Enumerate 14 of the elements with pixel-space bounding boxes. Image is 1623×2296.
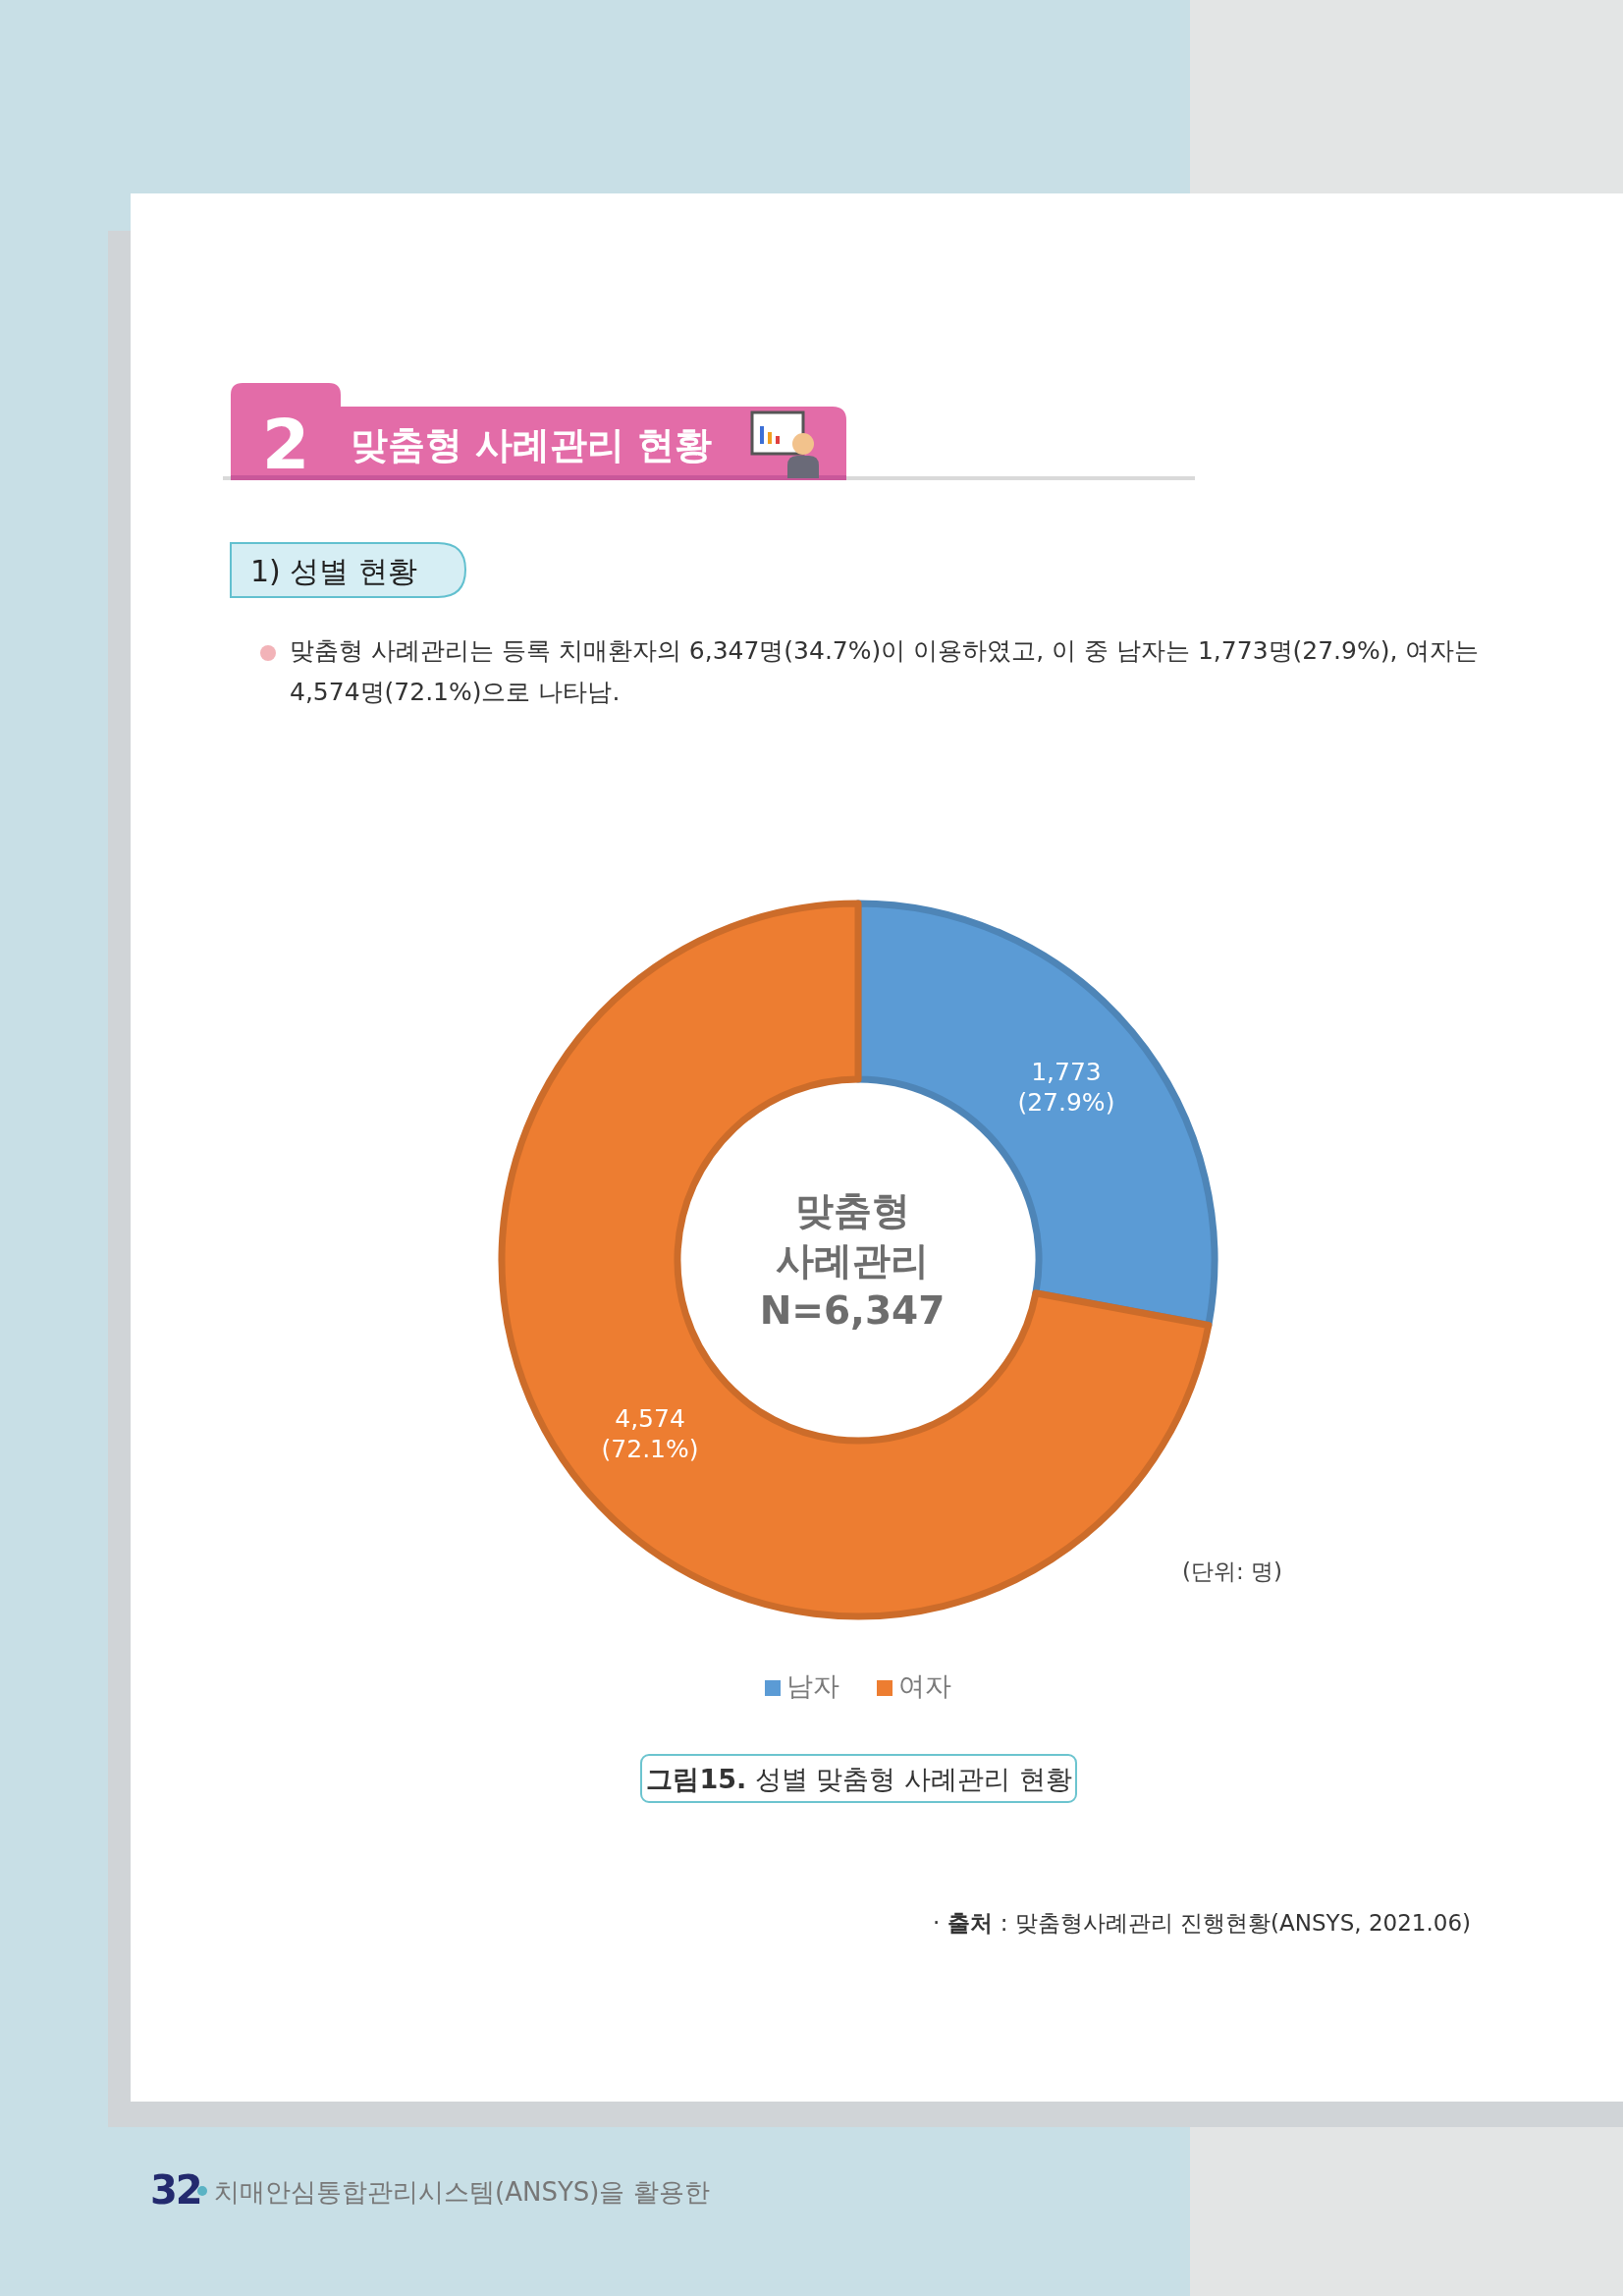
text: (단위: 명) — [1181, 1558, 1282, 1584]
text: 32 — [150, 2167, 201, 2213]
text: 맞춤형 사례관리 N=6,347 — [759, 1188, 946, 1333]
legend-label: 남자 — [786, 1670, 839, 1701]
chart-subtitle: 1) 성별 현황 — [250, 554, 417, 588]
text: 2 — [261, 405, 310, 485]
data-label: 4,574 (72.1%) — [601, 1403, 699, 1463]
text: · 출처 : 맞춤형사례관리 진행현황(ANSYS, 2021.06) — [933, 1910, 1471, 1936]
data-label: 1,773 (27.9%) — [1017, 1058, 1115, 1118]
text: 치매안심통합관리시스템(ANSYS)을 활용한 — [214, 2177, 710, 2207]
text: 맞춤형 사례관리는 등록 치매환자의 6,347명(34.7%)이 이용하였고, 이 중 남자는 1,773명(27.9%), 여자는 4,574명(72.1%)으로 나타남. — [290, 635, 1481, 708]
caption: 그림15. 성별 맞춤형 사례관리 현황 — [646, 1764, 1072, 1794]
legend-label: 여자 — [898, 1670, 951, 1701]
chart-title: 맞춤형 사례관리 현황 — [351, 423, 713, 466]
